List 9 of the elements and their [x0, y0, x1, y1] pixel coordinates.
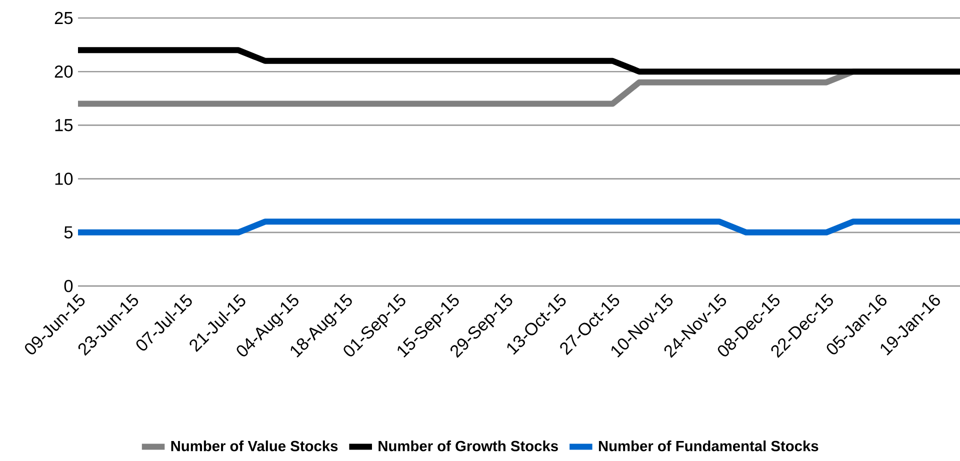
legend-label: Number of Growth Stocks — [378, 440, 558, 452]
y-tick-label: 10 — [55, 172, 73, 185]
y-tick-label: 20 — [54, 65, 73, 78]
y-tick-label: 15 — [55, 119, 73, 132]
y-tick-label: 5 — [64, 226, 73, 238]
legend-label: Number of Fundamental Stocks — [598, 440, 818, 452]
y-tick-label: 25 — [54, 12, 73, 24]
legend-label: Number of Value Stocks — [171, 440, 338, 452]
y-tick-label: 0 — [64, 280, 73, 292]
